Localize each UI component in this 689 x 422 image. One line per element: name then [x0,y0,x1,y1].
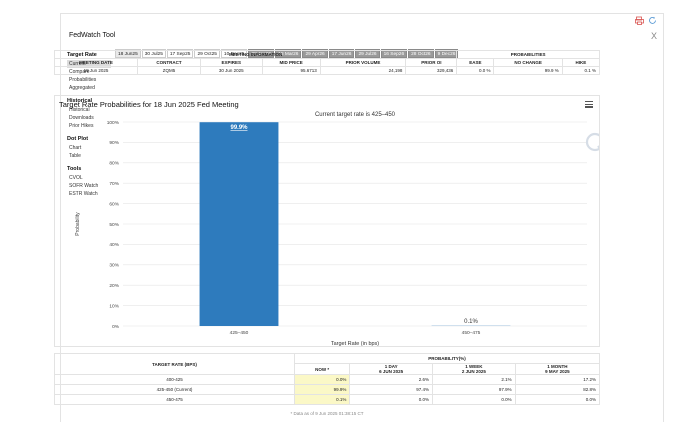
table-cell: ZQM5 [137,66,201,75]
table-row: 400-425 0.0% 2.6% 2.1% 17.2% [54,374,601,385]
close-icon[interactable]: X [650,31,657,41]
column-header: PRIOR OI [405,58,458,67]
sidebar-heading: Historical [67,98,93,104]
column-header: HIKE [561,58,601,67]
column-header-title: NOW * [315,366,330,372]
bar-data-label: 0.1% [464,319,478,325]
bar[interactable] [199,122,279,326]
column-header-title: 1 DAY [384,364,398,369]
y-tick-label: 20% [109,283,119,289]
column-header-date: 9 MAY 2025 [545,369,570,374]
refresh-icon[interactable] [648,16,657,25]
column-header-title: 1 WEEK [465,364,483,369]
probabilities-group-header: PROBABILITIES [456,50,600,59]
y-tick-label: 40% [109,242,119,248]
probability-cell: 0.0% [293,374,351,385]
data-timestamp-note: * Data as of 9 Jun 2025 01:38:15 CT [290,411,364,416]
table-cell: 0.0 % [456,66,495,75]
table-cell: 99.9 % [493,66,563,75]
column-header-date: 6 JUN 2025 [379,369,404,374]
table-cell: 24,198 [319,66,407,75]
probability-table: TARGET RATE (BPS) PROBABILITY(%) NOW * 1 … [54,353,601,405]
probability-cell: 0.1% [293,394,351,405]
sidebar-item-downloads[interactable]: Downloads [69,115,94,121]
column-header: EXPIRES [199,58,263,67]
probability-group-header: PROBABILITY(%) [294,353,600,364]
column-header: MEETING DATE [53,58,139,67]
top-toolbar [635,16,657,25]
app-title: FedWatch Tool [69,32,116,39]
target-rate-header: TARGET RATE (BPS) [54,353,295,375]
probability-cell: 17.2% [514,374,601,385]
sidebar-heading: Tools [67,166,82,172]
x-axis-label: Target Rate (in bps) [331,341,379,346]
sidebar-item-estr-watch[interactable]: ESTR Watch [69,191,98,197]
column-header: NO CHANGE [493,58,563,67]
table-cell: 30 Jun 2025 [199,66,263,75]
table-row: 450-475 0.1% 0.0% 0.0% 0.0% [54,394,601,405]
table-cell: 0.1 % [561,66,601,75]
probability-cell: 0.0% [349,394,434,405]
sidebar-item-probabilities[interactable]: Probabilities [69,77,97,83]
probability-cell: 99.9% [293,384,351,395]
y-tick-label: 10% [109,303,119,309]
column-header: EASE [456,58,495,67]
bar-data-label: 99.9% [230,125,248,131]
sidebar-heading: Dot Plot [67,136,89,142]
target-rate-cell: 450-475 [54,394,295,405]
probability-cell: 0.0% [514,394,601,405]
table-row: 425-450 (Current) 99.9% 97.4% 97.9% 82.8% [54,384,601,395]
column-header: 1 MONTH 9 MAY 2025 [514,363,601,375]
column-header: MID PRICE [261,58,321,67]
chart-title: Target Rate Probabilities for 18 Jun 202… [59,100,239,109]
table-cell: 329,436 [405,66,458,75]
sidebar-item-chart[interactable]: Chart [69,145,82,151]
y-tick-label: 80% [109,161,119,167]
column-header: NOW * [293,363,351,375]
target-rate-cell: 425-450 (Current) [54,384,295,395]
target-rate-cell: 400-425 [54,374,295,385]
y-axis-label: Probability [75,212,81,236]
sidebar-item-cvol[interactable]: CVOL [69,175,83,181]
column-header: 1 WEEK 2 JUN 2025 [432,363,516,375]
y-tick-label: 90% [109,140,119,146]
column-header-date: 2 JUN 2025 [461,369,486,374]
menu-icon[interactable] [585,101,593,109]
y-tick-label: 70% [109,181,119,187]
y-tick-label: 60% [109,201,119,207]
meeting-info-table: MEETING INFORMATION PROBABILITIES MEETIN… [53,50,601,75]
sidebar-item-prior-hikes[interactable]: Prior Hikes [69,123,94,129]
probability-cell: 97.4% [349,384,434,395]
meeting-info-row: 18 Jun 2025 ZQM5 30 Jun 2025 95.6713 24,198 3… [53,66,601,75]
table-cell: 18 Jun 2025 [53,66,139,75]
probability-cell: 82.8% [514,384,601,395]
probability-cell: 2.6% [349,374,434,385]
column-header: CONTRACT [137,58,201,67]
y-tick-label: 30% [109,263,119,269]
probability-cell: 97.9% [432,384,516,395]
probability-cell: 2.1% [432,374,516,385]
sidebar-item-table[interactable]: Table [69,153,81,159]
x-tick-label: 450–475 [462,330,481,336]
sidebar-item-sofr-watch[interactable]: SOFR Watch [69,183,99,189]
meeting-info-group-header: MEETING INFORMATION [53,50,458,59]
sidebar-item-historical[interactable]: Historical [69,107,90,113]
chart-canvas: Current target rate is 425–450 0% 10% 20% 30… [75,112,599,346]
column-header-title: 1 MONTH [547,364,568,369]
x-tick-label: 425–450 [230,330,249,336]
y-tick-label: 50% [109,222,119,228]
table-cell: 95.6713 [261,66,321,75]
sidebar-item-aggregated[interactable]: Aggregated [69,85,95,91]
y-tick-label: 100% [107,120,120,126]
column-header: PRIOR VOLUME [319,58,407,67]
watermark-q-icon [585,132,599,152]
y-tick-label: 0% [112,324,120,330]
chart-subtitle: Current target rate is 425–450 [315,112,396,118]
probability-cell: 0.0% [432,394,516,405]
probability-chart: Target Rate Probabilities for 18 Jun 202… [54,95,600,347]
column-header: 1 DAY 6 JUN 2025 [349,363,434,375]
print-icon[interactable] [635,16,644,25]
